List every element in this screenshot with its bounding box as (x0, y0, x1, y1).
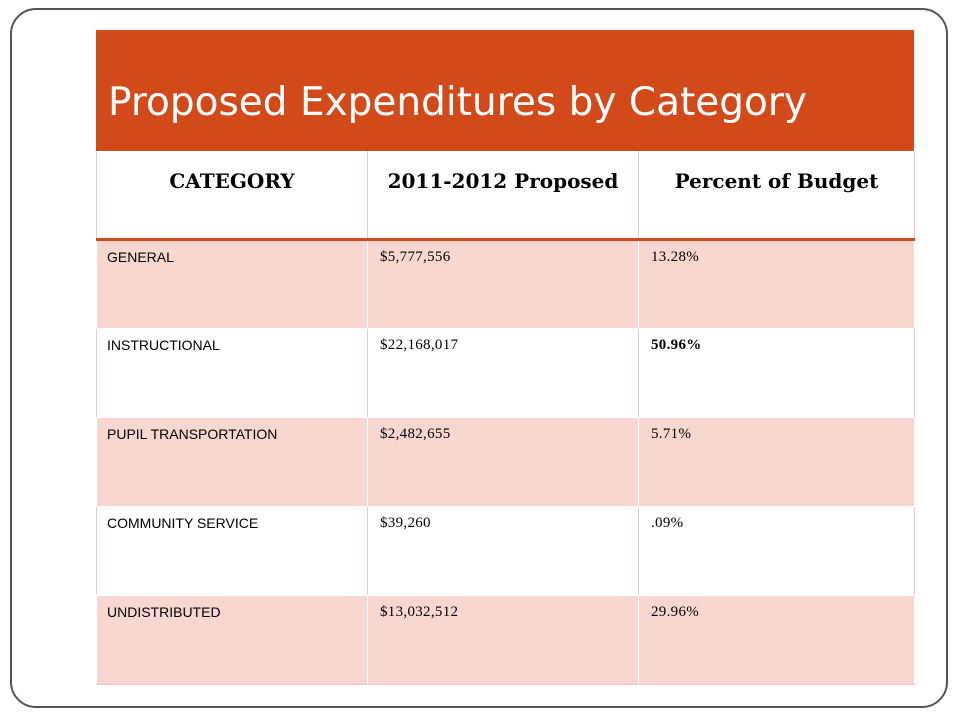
slide-title: Proposed Expenditures by Category (108, 80, 808, 125)
cell-category: UNDISTRIBUTED (96, 594, 368, 685)
cell-percent: 29.96% (638, 594, 915, 685)
cell-amount: $39,260 (367, 505, 639, 596)
cell-category: GENERAL (96, 238, 368, 329)
cell-percent: 13.28% (638, 238, 915, 329)
table-row: COMMUNITY SERVICE $39,260 .09% (96, 505, 915, 596)
budget-table-container: CATEGORY 2011-2012 Proposed Percent of B… (96, 151, 915, 685)
table-header-row: CATEGORY 2011-2012 Proposed Percent of B… (96, 151, 915, 241)
table-row: INSTRUCTIONAL $22,168,017 50.96% (96, 327, 915, 418)
cell-percent: .09% (638, 505, 915, 596)
table-row: PUPIL TRANSPORTATION $2,482,655 5.71% (96, 416, 915, 507)
table-row: GENERAL $5,777,556 13.28% (96, 238, 915, 329)
table-row: UNDISTRIBUTED $13,032,512 29.96% (96, 594, 915, 685)
cell-amount: $13,032,512 (367, 594, 639, 685)
budget-table: CATEGORY 2011-2012 Proposed Percent of B… (96, 151, 915, 685)
cell-category: PUPIL TRANSPORTATION (96, 416, 368, 507)
cell-amount: $2,482,655 (367, 416, 639, 507)
header-proposed: 2011-2012 Proposed (367, 151, 639, 241)
cell-category: COMMUNITY SERVICE (96, 505, 368, 596)
cell-amount: $22,168,017 (367, 327, 639, 418)
title-bar: Proposed Expenditures by Category (96, 30, 914, 151)
header-percent: Percent of Budget (638, 151, 915, 241)
cell-percent: 5.71% (638, 416, 915, 507)
header-category: CATEGORY (96, 151, 368, 241)
cell-percent: 50.96% (638, 327, 915, 418)
cell-amount: $5,777,556 (367, 238, 639, 329)
cell-category: INSTRUCTIONAL (96, 327, 368, 418)
